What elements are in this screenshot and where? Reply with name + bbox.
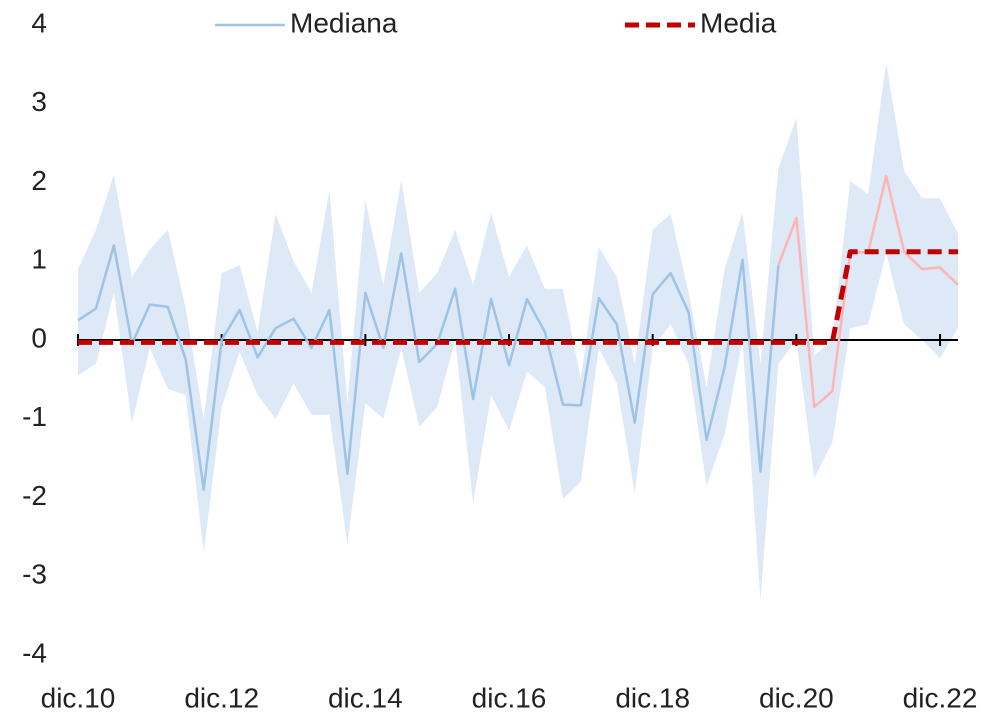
y-tick-label: 4 [31, 7, 47, 38]
y-tick-label: -4 [22, 637, 47, 668]
y-tick-label: -3 [22, 559, 47, 590]
x-tick-label: dic.18 [615, 682, 690, 713]
x-tick-label: dic.14 [328, 682, 403, 713]
x-tick-label: dic.22 [903, 682, 978, 713]
y-tick-label: 0 [31, 322, 47, 353]
y-tick-label: 3 [31, 86, 47, 117]
y-tick-label: 1 [31, 244, 47, 275]
x-tick-label: dic.16 [472, 682, 547, 713]
legend-label: Mediana [290, 7, 398, 38]
x-tick-label: dic.12 [184, 682, 259, 713]
x-tick-label: dic.20 [759, 682, 834, 713]
series-line [77, 244, 780, 491]
y-tick-label: -1 [22, 401, 47, 432]
legend-label: Media [700, 7, 777, 38]
y-tick-label: 2 [31, 165, 47, 196]
x-tick-label: dic.10 [41, 682, 116, 713]
y-tick-label: -2 [22, 480, 47, 511]
